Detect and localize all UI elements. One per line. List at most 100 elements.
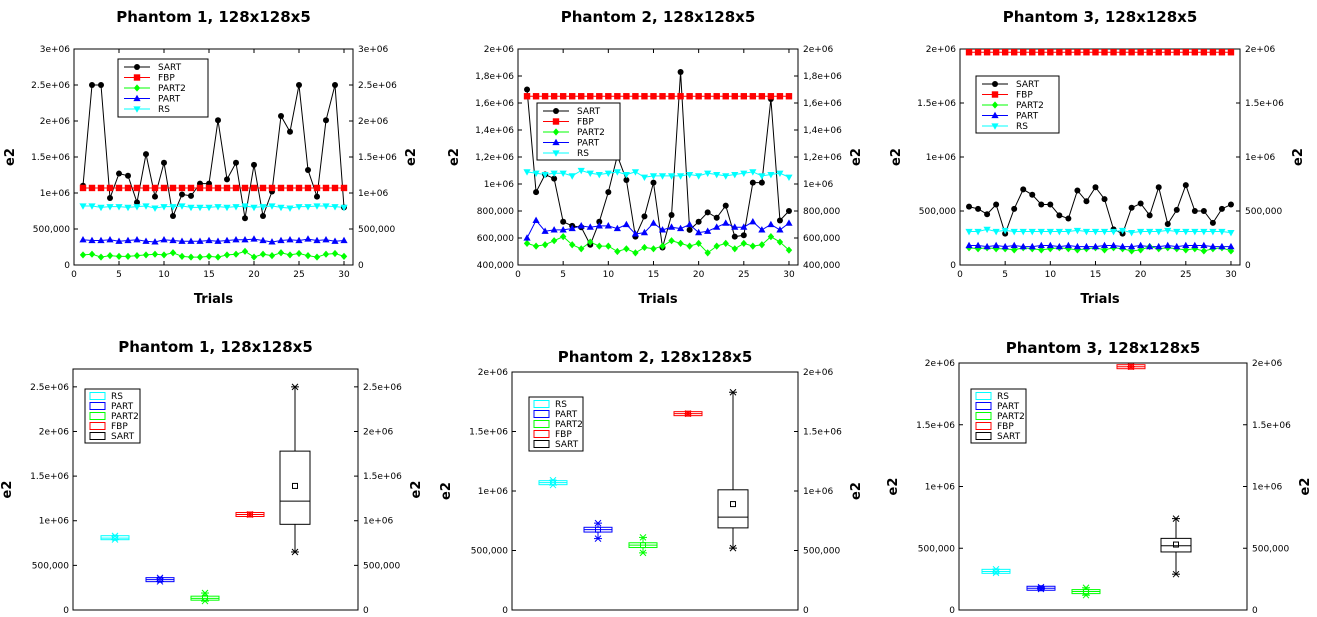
data-point-part xyxy=(676,224,685,232)
data-point-fbp xyxy=(304,184,312,192)
x-tick-label: 20 xyxy=(248,270,260,280)
x-tick-label: 0 xyxy=(957,270,963,280)
y2-tick-label: 500,000 xyxy=(803,547,840,557)
data-point-sart xyxy=(758,179,765,186)
y-axis-label: e2 xyxy=(889,148,904,166)
data-point-fbp xyxy=(704,93,711,100)
data-point-part2 xyxy=(268,252,276,260)
data-point-sart xyxy=(650,179,657,186)
data-point-fbp xyxy=(115,184,123,192)
data-point-part2 xyxy=(322,250,330,258)
legend-swatch xyxy=(533,400,550,408)
legend-marker xyxy=(133,106,141,113)
y2-tick-label: 1,2e+06 xyxy=(803,153,842,163)
y2-axis-label: e2 xyxy=(1291,148,1306,166)
data-point-sart xyxy=(776,217,783,224)
legend-label: PART xyxy=(555,410,578,420)
data-point-rs xyxy=(286,205,294,212)
data-point-sart xyxy=(993,201,1000,208)
data-point-fbp xyxy=(142,184,150,192)
data-point-rs xyxy=(178,203,186,210)
data-point-sart xyxy=(287,128,293,135)
data-point-part xyxy=(1100,241,1109,249)
data-point-part xyxy=(776,226,784,233)
data-point-part xyxy=(187,237,195,244)
data-point-rs xyxy=(523,169,531,176)
data-point-fbp xyxy=(232,184,240,192)
data-point-part xyxy=(1046,241,1054,249)
legend-marker xyxy=(552,128,560,136)
data-point-sart xyxy=(722,202,729,209)
data-point-fbp xyxy=(568,93,576,100)
y2-tick-label: 2e+06 xyxy=(1245,45,1276,55)
box-extreme-marker xyxy=(1082,591,1090,599)
y2-tick-label: 1e+06 xyxy=(1252,483,1283,493)
data-point-part2 xyxy=(668,237,675,245)
data-point-sart xyxy=(551,175,558,182)
y-tick-label: 2.5e+06 xyxy=(31,81,70,91)
chart-title: Phantom 2, 128x128x5 xyxy=(561,8,756,26)
data-point-part xyxy=(1155,242,1163,250)
data-point-rs xyxy=(1191,228,1199,236)
data-point-part xyxy=(115,237,123,244)
data-point-fbp xyxy=(722,93,729,100)
data-point-fbp xyxy=(196,184,204,192)
data-point-sart xyxy=(143,151,149,158)
data-point-part xyxy=(79,236,87,243)
legend-label: RS xyxy=(1016,122,1028,132)
data-point-rs xyxy=(704,170,712,177)
data-point-part2 xyxy=(523,239,531,247)
box-extreme-marker xyxy=(684,410,692,418)
data-point-part xyxy=(731,223,739,230)
data-point-rs xyxy=(1146,228,1154,236)
data-point-rs xyxy=(106,204,114,211)
data-point-fbp xyxy=(151,184,159,192)
legend-label: RS xyxy=(111,392,123,402)
data-point-rs xyxy=(1137,228,1145,236)
x-tick-label: 25 xyxy=(293,270,304,280)
data-point-fbp xyxy=(1038,49,1045,56)
legend-swatch xyxy=(975,422,992,430)
x-tick-label: 10 xyxy=(1045,270,1057,280)
box-mean-marker xyxy=(247,511,253,518)
data-point-sart xyxy=(966,203,973,210)
data-point-part2 xyxy=(295,249,303,258)
data-point-sart xyxy=(1056,212,1063,219)
data-point-fbp xyxy=(1092,49,1099,56)
data-point-part xyxy=(277,236,285,244)
data-point-fbp xyxy=(1128,49,1135,56)
data-point-rs xyxy=(196,204,204,212)
data-point-sart xyxy=(170,213,176,220)
y-tick-label: 1.5e+06 xyxy=(30,472,69,482)
data-point-sart xyxy=(605,189,612,196)
data-point-part2 xyxy=(776,238,784,246)
data-point-part xyxy=(613,224,621,232)
data-point-sart xyxy=(323,117,329,124)
legend-label: RS xyxy=(577,149,589,159)
data-point-fbp xyxy=(713,93,720,100)
data-point-rs xyxy=(1073,227,1082,235)
y2-tick-label: 1.5e+06 xyxy=(803,428,842,438)
data-point-rs xyxy=(151,205,159,212)
data-point-fbp xyxy=(1020,49,1027,56)
data-point-part2 xyxy=(740,239,748,247)
x-tick-label: 15 xyxy=(1090,270,1101,280)
y2-tick-label: 1e+06 xyxy=(803,180,834,190)
data-point-rs xyxy=(250,204,258,212)
box-extreme-marker xyxy=(992,569,1000,577)
box-sart xyxy=(717,489,749,529)
data-point-fbp xyxy=(1227,49,1235,56)
data-point-part xyxy=(142,237,150,244)
legend-marker xyxy=(991,123,999,130)
data-point-rs xyxy=(1100,228,1109,236)
x-tick-label: 20 xyxy=(693,270,705,280)
data-point-part2 xyxy=(232,250,240,258)
data-point-rs xyxy=(1109,228,1118,236)
box-mean-marker xyxy=(730,501,736,508)
data-point-part xyxy=(295,236,303,244)
data-point-rs xyxy=(595,171,603,179)
legend-label: PART xyxy=(577,139,600,149)
data-point-fbp xyxy=(1164,49,1171,56)
data-point-sart xyxy=(686,226,693,233)
data-point-fbp xyxy=(1047,49,1054,56)
